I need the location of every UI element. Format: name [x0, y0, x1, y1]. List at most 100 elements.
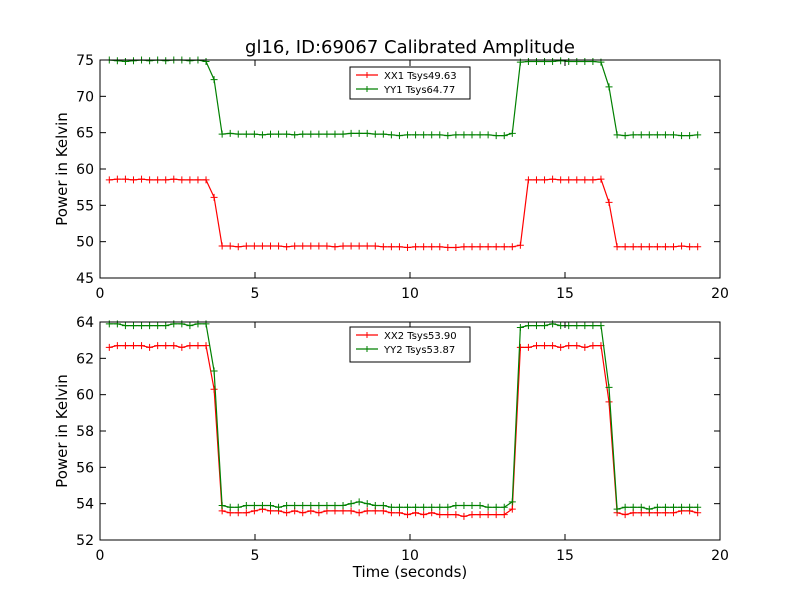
data-point — [371, 242, 379, 250]
data-point — [468, 501, 476, 509]
data-point — [549, 320, 557, 328]
data-point — [694, 503, 702, 511]
data-point — [339, 130, 347, 138]
data-point — [379, 130, 387, 138]
data-point — [661, 131, 669, 139]
y-axis-label: Power in Kelvin — [53, 374, 71, 488]
data-point — [484, 511, 492, 519]
data-point — [267, 501, 274, 509]
data-point — [395, 243, 403, 251]
data-point — [452, 131, 460, 139]
data-point — [516, 241, 524, 249]
x-tick-label: 0 — [96, 286, 105, 302]
data-point — [670, 503, 677, 511]
data-point — [645, 131, 653, 139]
data-point — [162, 342, 170, 350]
chart-title: gl16, ID:69067 Calibrated Amplitude — [245, 37, 575, 58]
data-point — [307, 130, 315, 138]
data-point — [476, 243, 484, 251]
data-point — [500, 511, 508, 519]
x-tick-label: 10 — [401, 286, 419, 302]
data-point — [299, 501, 307, 509]
data-point — [129, 322, 137, 330]
data-point — [532, 322, 540, 330]
data-point — [138, 322, 146, 330]
data-point — [573, 322, 581, 330]
data-point — [162, 322, 170, 330]
data-point — [242, 501, 250, 509]
data-point — [524, 322, 532, 330]
x-tick-label: 5 — [251, 286, 260, 302]
data-point — [218, 242, 226, 250]
data-point — [234, 503, 242, 511]
data-point — [347, 129, 355, 137]
data-point — [105, 343, 113, 351]
data-point — [299, 130, 307, 138]
data-point — [258, 131, 266, 139]
data-point — [331, 130, 339, 138]
data-point — [516, 323, 524, 331]
data-point — [323, 501, 331, 509]
data-point — [436, 243, 444, 251]
data-point — [275, 503, 283, 511]
data-point — [686, 132, 694, 140]
data-point — [138, 175, 146, 183]
y-tick-label: 62 — [76, 351, 94, 367]
data-point — [347, 507, 355, 515]
data-point — [210, 367, 218, 375]
data-point — [524, 343, 532, 351]
data-point — [573, 176, 581, 184]
data-point — [621, 132, 629, 140]
data-point — [444, 503, 452, 511]
data-point — [629, 131, 637, 139]
data-point — [355, 509, 363, 517]
legend-1: XX1 Tsys49.63 YY1 Tsys64.77 — [349, 66, 471, 100]
data-point — [283, 130, 291, 138]
data-point — [605, 383, 613, 391]
data-point — [258, 501, 266, 509]
data-point — [218, 501, 226, 509]
y-tick-label: 50 — [76, 235, 94, 251]
data-point — [105, 320, 113, 328]
data-point — [541, 176, 549, 184]
data-point — [508, 498, 516, 506]
data-point — [678, 132, 686, 140]
data-point — [307, 501, 315, 509]
data-point — [686, 503, 694, 511]
data-point — [210, 385, 218, 393]
legend-box — [349, 326, 471, 363]
data-point — [661, 503, 669, 511]
data-point — [476, 511, 484, 519]
data-point — [234, 243, 242, 251]
data-point — [250, 130, 258, 138]
data-point — [686, 243, 694, 251]
data-point — [210, 193, 218, 201]
data-point — [283, 509, 291, 517]
data-point — [404, 503, 412, 511]
data-point — [363, 507, 371, 515]
data-point — [299, 509, 307, 517]
data-point — [387, 131, 395, 139]
data-point — [170, 342, 178, 350]
data-point — [291, 242, 299, 250]
y-tick-label: 52 — [76, 533, 94, 549]
data-point — [621, 511, 629, 519]
data-point — [121, 322, 129, 330]
data-point — [565, 322, 573, 330]
data-point — [524, 176, 532, 184]
data-point — [202, 57, 210, 65]
data-point — [508, 243, 516, 251]
data-point — [557, 57, 565, 65]
legend-label: YY2 Tsys53.87 — [383, 345, 455, 356]
data-point — [186, 57, 194, 65]
data-point — [678, 242, 686, 250]
data-point — [395, 503, 403, 511]
data-point — [613, 131, 621, 139]
data-point — [395, 132, 403, 140]
data-point — [452, 243, 460, 251]
data-point — [202, 176, 210, 184]
data-point — [516, 343, 524, 351]
data-point — [371, 130, 379, 138]
y-tick-label: 64 — [76, 315, 94, 331]
